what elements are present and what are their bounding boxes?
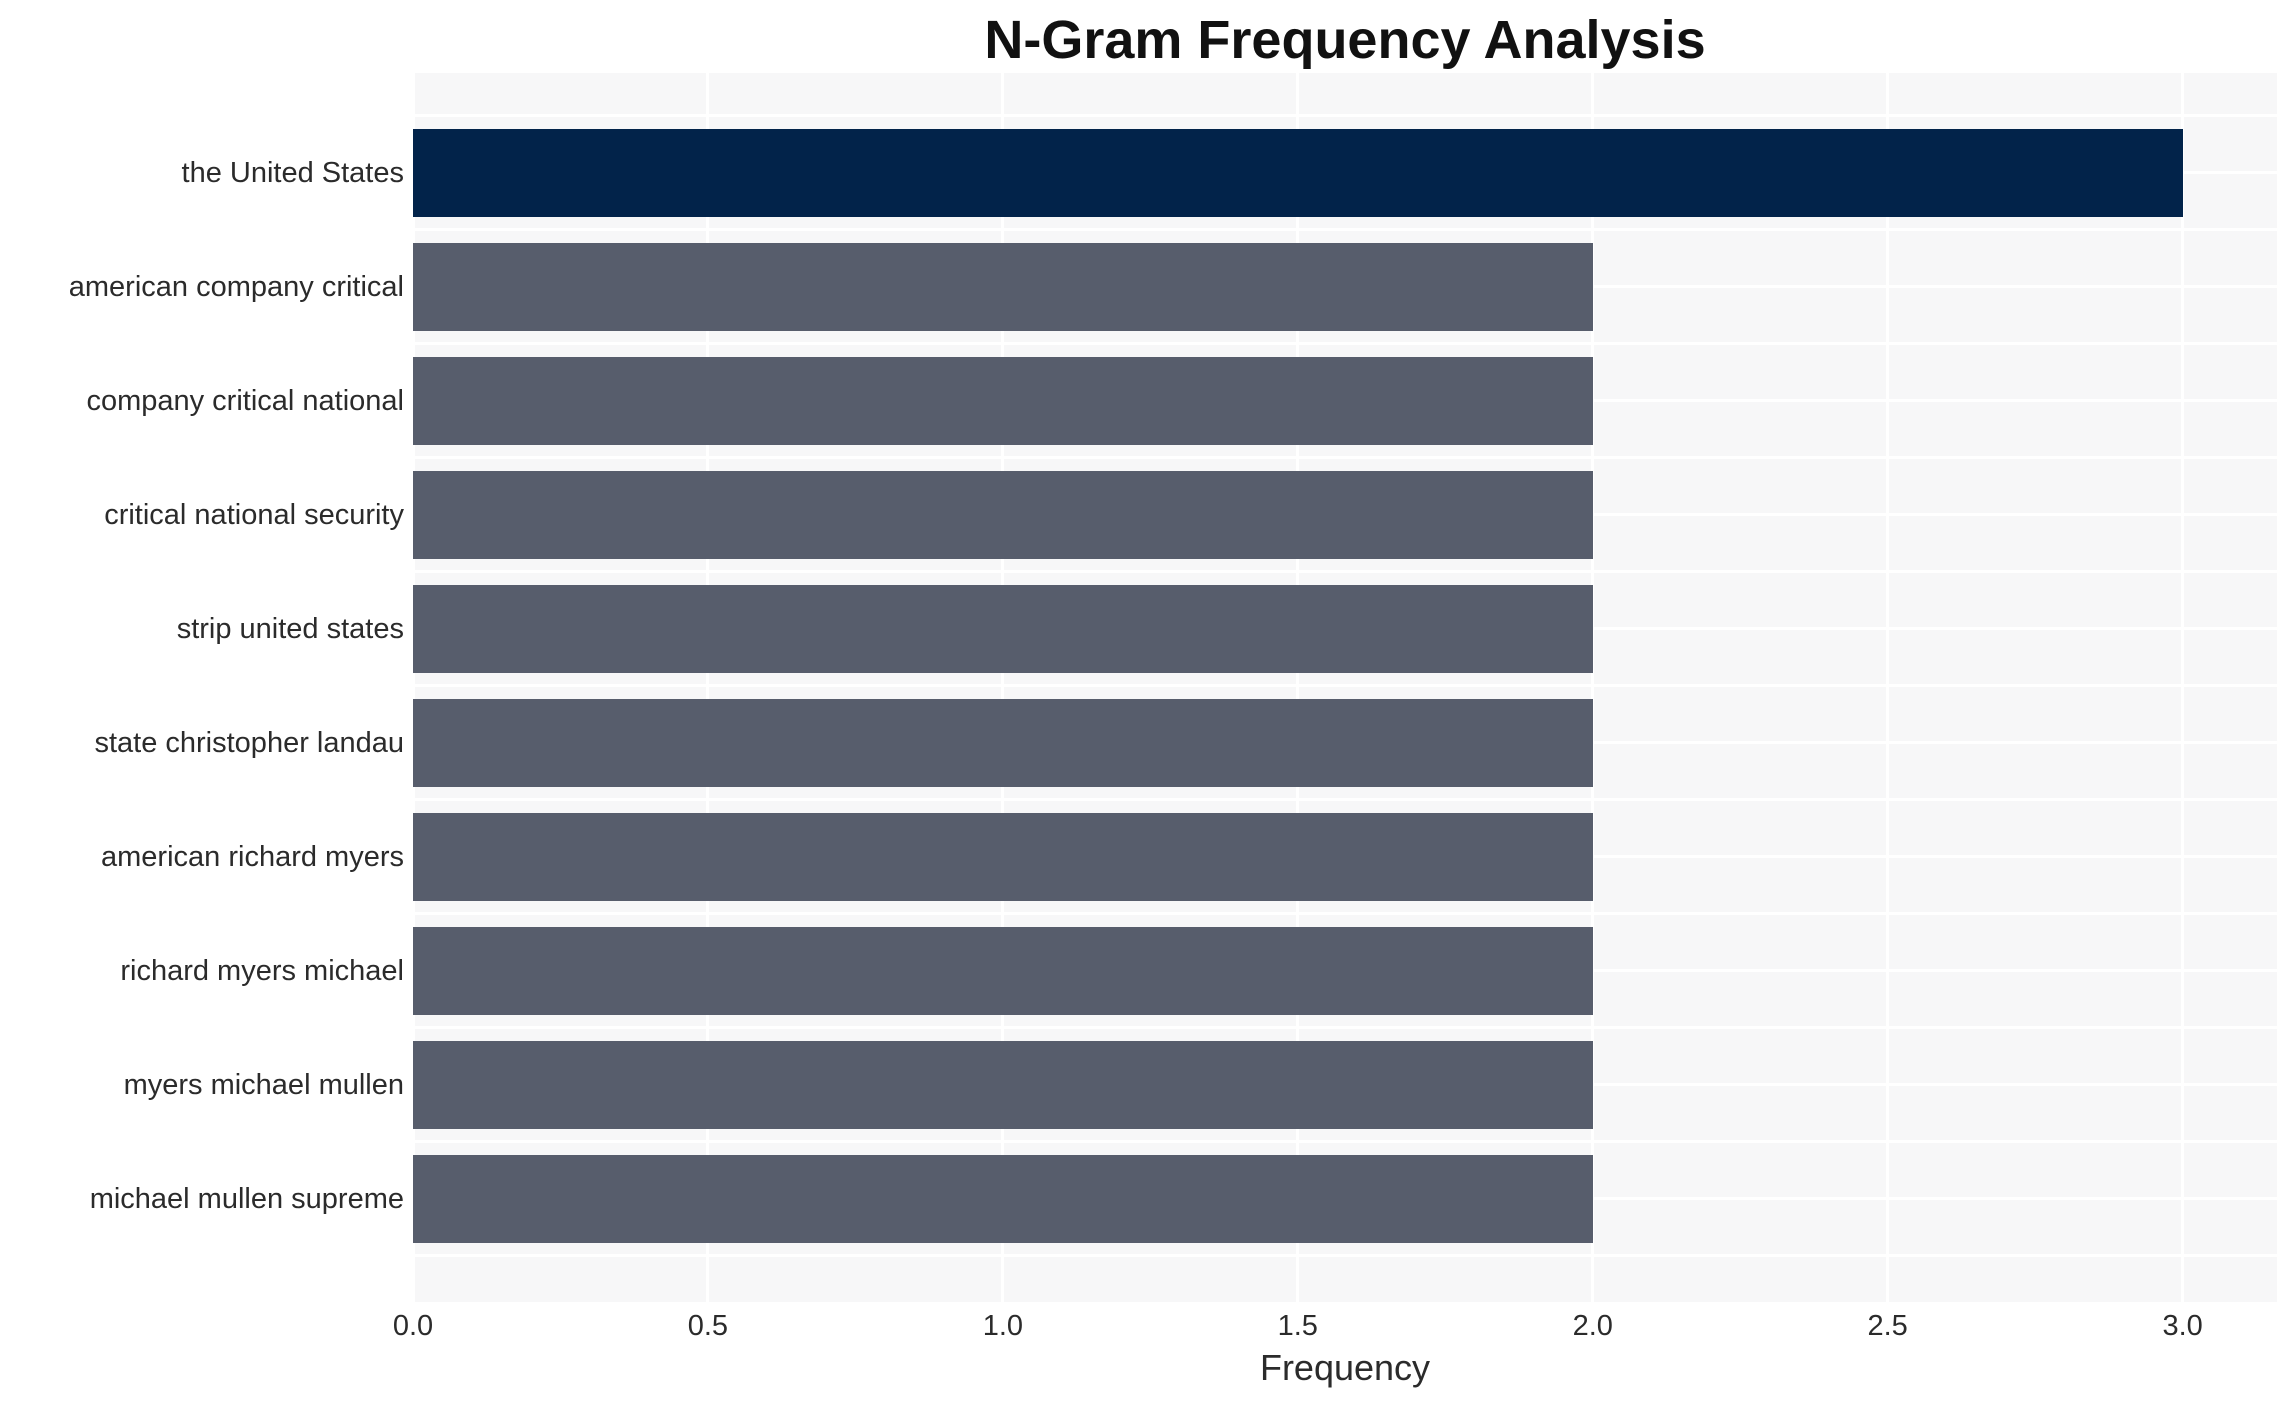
y-tick-label: myers michael mullen — [123, 1068, 404, 1101]
y-tick-label: michael mullen supreme — [89, 1182, 404, 1215]
x-axis-title: Frequency — [1259, 1347, 1431, 1388]
x-tick-label: 2.5 — [1867, 1310, 1908, 1342]
bar — [413, 698, 1593, 787]
y-tick-label: american company critical — [68, 270, 404, 303]
x-gridline — [1001, 73, 1005, 1302]
y-gridline — [413, 342, 2277, 345]
plot-area — [411, 73, 2277, 1302]
y-gridline — [413, 684, 2277, 687]
y-tick-label: state christopher landau — [94, 726, 404, 759]
y-gridline — [413, 1140, 2277, 1143]
x-gridline — [2181, 73, 2185, 1302]
bar — [413, 1040, 1593, 1129]
y-tick-label: strip united states — [176, 612, 404, 645]
bar — [413, 584, 1593, 673]
y-tick-label: company critical national — [86, 384, 404, 417]
y-gridline — [413, 570, 2277, 573]
y-gridline — [413, 1026, 2277, 1029]
y-gridline — [413, 798, 2277, 801]
x-tick-label: 1.0 — [982, 1310, 1024, 1342]
x-gridline — [1886, 73, 1890, 1302]
chart-title: N-Gram Frequency Analysis — [984, 10, 1706, 70]
bar — [413, 812, 1593, 901]
y-gridline — [413, 1254, 2277, 1257]
x-tick-label: 2.0 — [1572, 1310, 1613, 1342]
x-tick-label: 3.0 — [2162, 1310, 2203, 1342]
x-gridline — [1591, 73, 1595, 1302]
y-tick-label: the United States — [181, 156, 404, 189]
y-gridline — [413, 114, 2277, 117]
x-gridline — [706, 73, 710, 1302]
bar — [413, 128, 2183, 217]
bar — [413, 1154, 1593, 1243]
x-tick-label: 1.5 — [1277, 1310, 1318, 1342]
x-tick-label: 0.0 — [392, 1310, 434, 1342]
x-tick-label: 0.5 — [687, 1310, 729, 1342]
bar — [413, 470, 1593, 559]
y-gridline — [413, 912, 2277, 915]
y-tick-label: richard myers michael — [120, 954, 404, 987]
bar — [413, 926, 1593, 1015]
x-gridline — [411, 73, 415, 1302]
y-gridline — [413, 456, 2277, 459]
y-tick-label: american richard myers — [101, 840, 404, 873]
x-gridline — [1296, 73, 1300, 1302]
bar — [413, 356, 1593, 445]
y-tick-label: critical national security — [104, 498, 404, 531]
bar — [413, 242, 1593, 331]
y-gridline — [413, 228, 2277, 231]
